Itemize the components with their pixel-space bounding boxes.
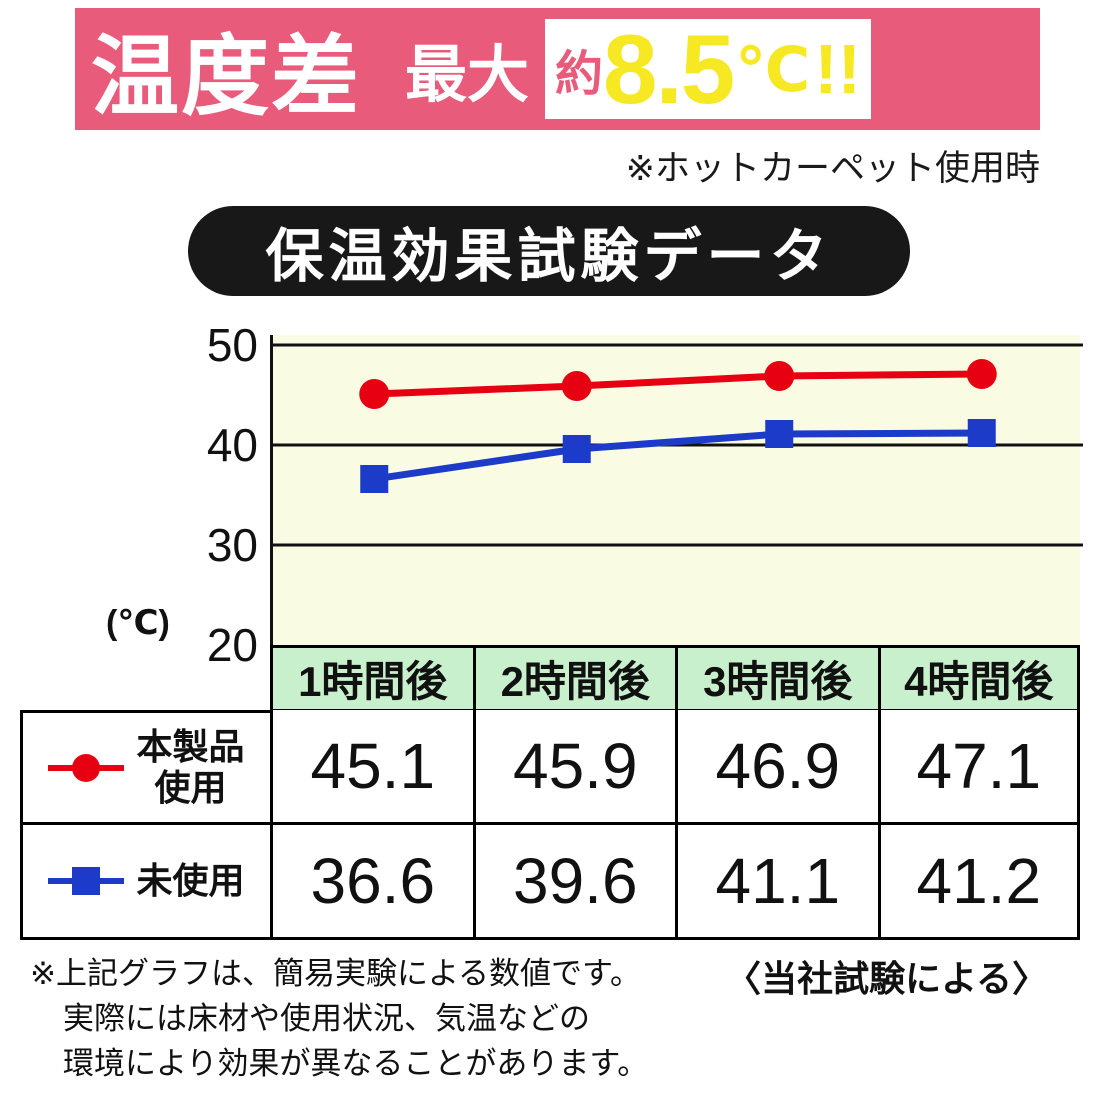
usage-condition-note: ※ホットカーペット使用時 [625,149,1040,188]
banner-value-box: 約 8.5 ℃ !! [545,19,871,119]
banner-title: 温度差 [91,26,362,126]
red-circle-series-icon [48,751,125,785]
table-value-cell: 46.9 [675,710,878,825]
y-tick-label: 30 [206,519,258,571]
table-header-cell: 3時間後 [675,645,878,712]
table-header-cell: 2時間後 [472,645,675,712]
series-legend-label: 本製品 使用 [136,726,245,808]
table-value-cell: 39.6 [472,825,675,940]
banner-celsius-unit: ℃ [735,35,811,105]
series-legend-label: 未使用 [136,859,245,901]
data-table-header-row: 1時間後 2時間後 3時間後 4時間後 [270,645,1080,712]
temperature-difference-banner: 温度差 最大 約 8.5 ℃ !! [75,8,1040,130]
line-chart-plot-area [270,335,1083,645]
y-axis-unit-label: (℃) [106,604,170,642]
y-tick-label: 40 [206,419,258,471]
disclaimer-line: 実際には床材や使用状況、気温などの [63,1000,590,1036]
banner-temperature-value: 8.5 [603,14,735,124]
table-value-cell: 41.1 [675,825,878,940]
banner-approx-label: 約 [555,48,604,101]
disclaimer-line: ※上記グラフは、簡易実験による数値です。 [30,956,641,991]
section-title-pill: 保温効果試験データ [188,206,910,296]
data-table-body: 本製品 使用 45.1 45.9 46.9 47.1 未使用 36.6 39.6 41.1 41.2 [20,710,1080,940]
table-value-cell: 41.2 [877,825,1080,940]
banner-exclamation: !! [814,30,861,108]
series-legend-cell: 未使用 [20,825,270,940]
series-legend-cell: 本製品 使用 [20,710,270,825]
table-value-cell: 47.1 [877,710,1080,825]
table-header-cell: 1時間後 [270,645,473,712]
table-value-cell: 45.9 [472,710,675,825]
disclaimer-note: ※上記グラフは、簡易実験による数値です。実際には床材や使用状況、気温などの環境に… [30,952,648,1087]
disclaimer-line: 環境により効果が異なることがあります。 [63,1045,649,1081]
table-header-cell: 4時間後 [877,645,1080,712]
blue-square-series-icon [48,864,125,898]
banner-max-label: 最大 [405,41,530,110]
table-value-cell: 45.1 [270,710,473,825]
table-value-cell: 36.6 [270,825,473,940]
y-tick-label: 20 [206,619,258,671]
y-tick-label: 50 [206,319,258,371]
test-source-note: 〈当社試験による〉 [725,958,1048,999]
